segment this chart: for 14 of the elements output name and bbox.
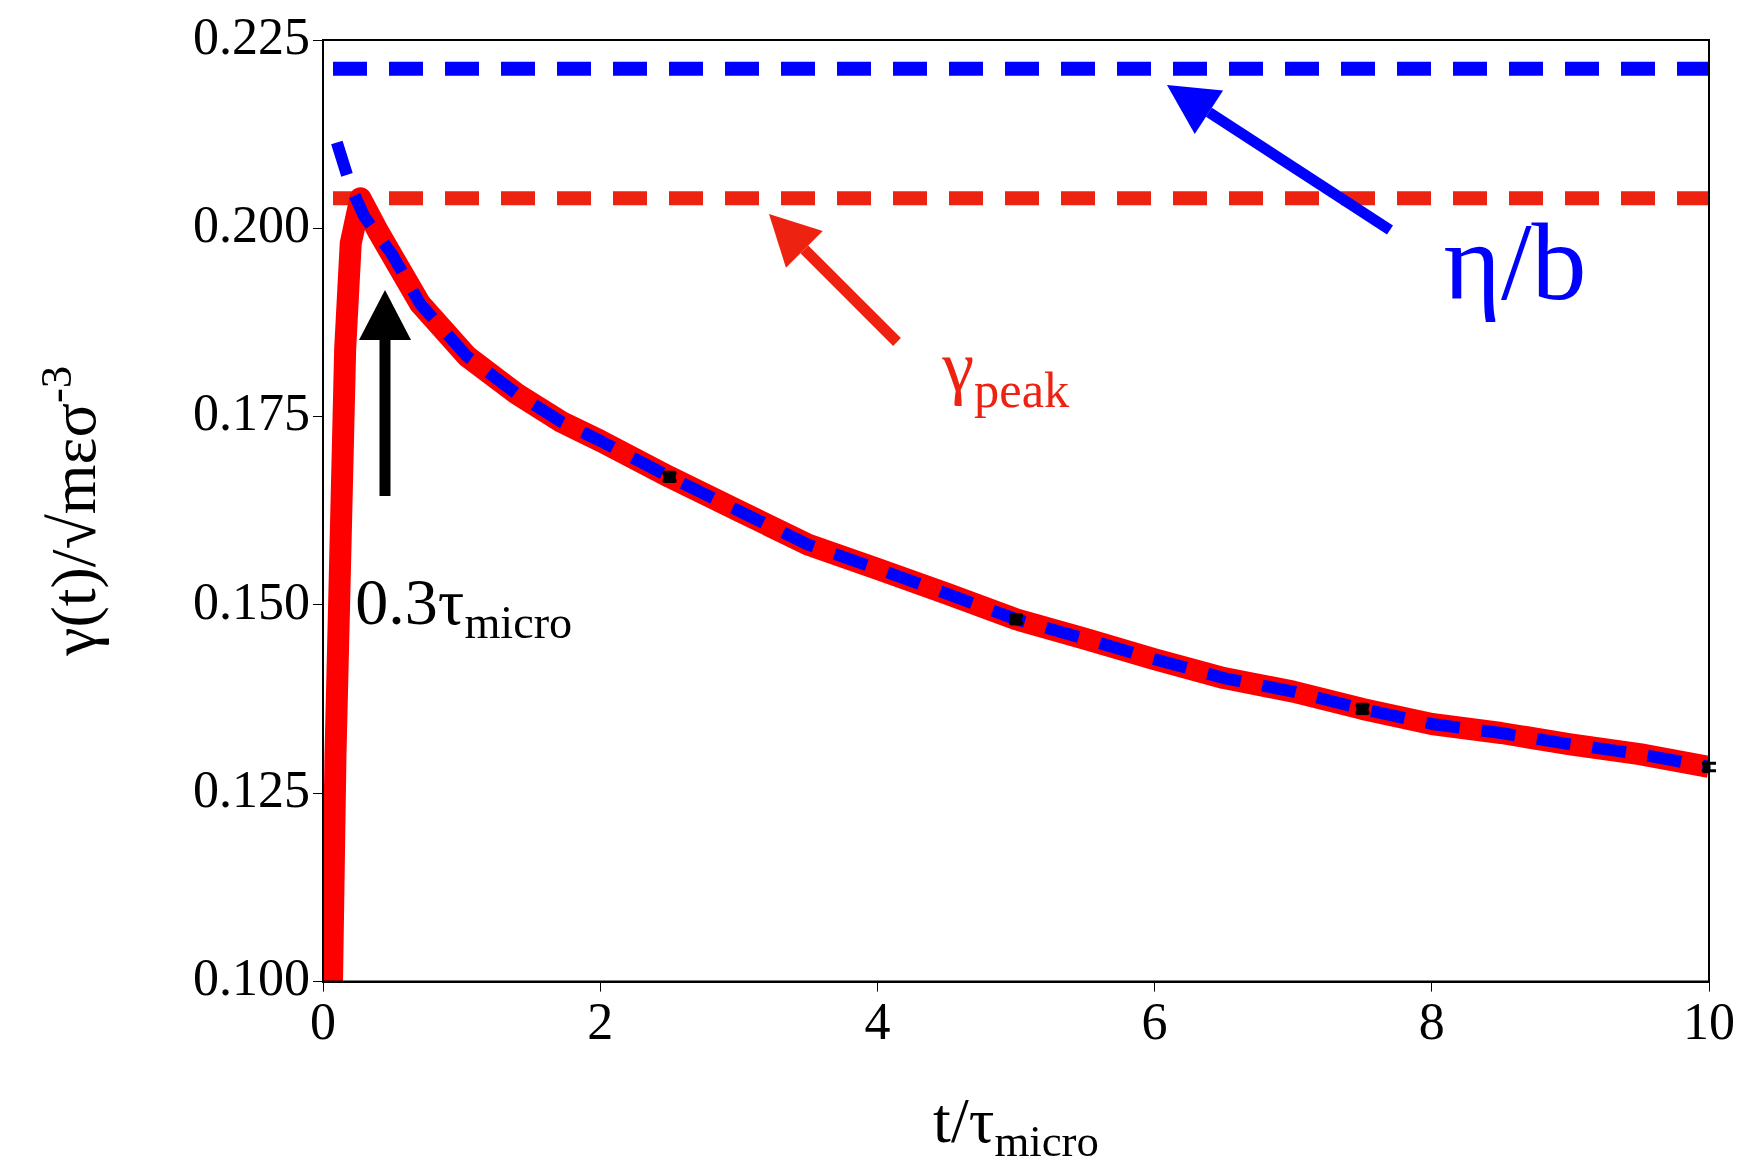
y-axis-title: γ(t)/√mεσ-3 [30, 365, 109, 657]
x-tick-label: 6 [1141, 993, 1168, 1051]
ref-line-label: η/b [1443, 200, 1587, 323]
x-tick-label: 4 [864, 993, 891, 1051]
x-tick-label: 2 [587, 993, 614, 1051]
y-tick-label: 0.125 [193, 760, 310, 818]
y-tick-label: 0.225 [193, 7, 310, 65]
x-tick-label: 10 [1683, 993, 1735, 1051]
y-tick-label: 0.150 [193, 572, 310, 630]
x-tick-label: 0 [310, 993, 336, 1051]
y-tick-label: 0.100 [193, 949, 310, 1007]
y-tick-label: 0.175 [193, 384, 310, 442]
x-tick-label: 8 [1418, 993, 1445, 1051]
y-tick-label: 0.200 [193, 195, 310, 253]
